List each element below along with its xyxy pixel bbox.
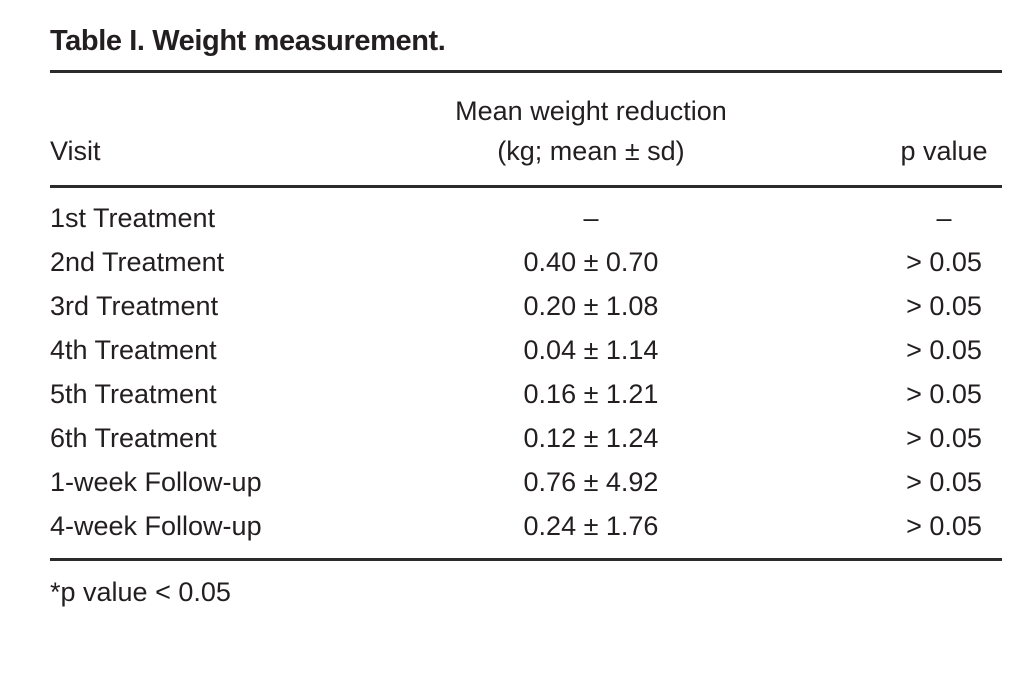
p-value-cell: > 0.05	[906, 247, 982, 277]
mean-cell: –	[583, 203, 599, 233]
visit-cell: 5th Treatment	[50, 379, 217, 409]
bottom-rule	[50, 558, 1002, 561]
table-row: 3rd Treatment 0.20 ± 1.08 > 0.05	[50, 284, 1002, 328]
table-row: 1st Treatment – –	[50, 196, 1002, 240]
mean-cell: 0.24 ± 1.76	[523, 511, 659, 541]
table-row: 4-week Follow-up 0.24 ± 1.76 > 0.05	[50, 504, 1002, 548]
table-title: Table I. Weight measurement.	[50, 25, 446, 57]
p-value-cell: > 0.05	[906, 335, 982, 365]
p-value-cell: > 0.05	[906, 291, 982, 321]
table-row: 5th Treatment 0.16 ± 1.21 > 0.05	[50, 372, 1002, 416]
weight-measurement-table: Table I. Weight measurement. Visit Mean …	[50, 22, 1002, 609]
mean-cell: 0.04 ± 1.14	[523, 335, 659, 365]
column-header-mean-line1: Mean weight reduction	[455, 96, 727, 126]
table-row: 6th Treatment 0.12 ± 1.24 > 0.05	[50, 416, 1002, 460]
p-value-cell: > 0.05	[906, 467, 982, 497]
visit-cell: 3rd Treatment	[50, 291, 219, 321]
mean-cell: 0.16 ± 1.21	[523, 379, 659, 409]
table-row: 2nd Treatment 0.40 ± 0.70 > 0.05	[50, 240, 1002, 284]
table-row: 1-week Follow-up 0.76 ± 4.92 > 0.05	[50, 460, 1002, 504]
top-rule	[50, 70, 1002, 73]
mean-cell: 0.20 ± 1.08	[523, 291, 659, 321]
p-value-cell: > 0.05	[906, 379, 982, 409]
table-row: 4th Treatment 0.04 ± 1.14 > 0.05	[50, 328, 1002, 372]
p-value-cell: > 0.05	[906, 423, 982, 453]
visit-cell: 6th Treatment	[50, 423, 217, 453]
table-body: 1st Treatment – – 2nd Treatment 0.40 ± 0…	[50, 188, 1002, 558]
visit-cell: 1st Treatment	[50, 203, 216, 233]
header-rule	[50, 185, 1002, 188]
column-header-mean: Mean weight reduction (kg; mean ± sd)	[296, 91, 886, 171]
table-header-row: Visit Mean weight reduction (kg; mean ± …	[50, 73, 1002, 185]
visit-cell: 4-week Follow-up	[50, 511, 262, 541]
p-value-cell: > 0.05	[906, 511, 982, 541]
column-header-p-value: p value	[900, 136, 988, 166]
p-value-cell: –	[936, 203, 952, 233]
column-header-visit: Visit	[50, 136, 101, 166]
mean-cell: 0.40 ± 0.70	[523, 247, 659, 277]
mean-cell: 0.76 ± 4.92	[523, 467, 659, 497]
table-footnote: *p value < 0.05	[50, 577, 231, 607]
visit-cell: 4th Treatment	[50, 335, 217, 365]
visit-cell: 1-week Follow-up	[50, 467, 262, 497]
mean-cell: 0.12 ± 1.24	[523, 423, 659, 453]
visit-cell: 2nd Treatment	[50, 247, 225, 277]
column-header-mean-line2: (kg; mean ± sd)	[497, 136, 685, 166]
